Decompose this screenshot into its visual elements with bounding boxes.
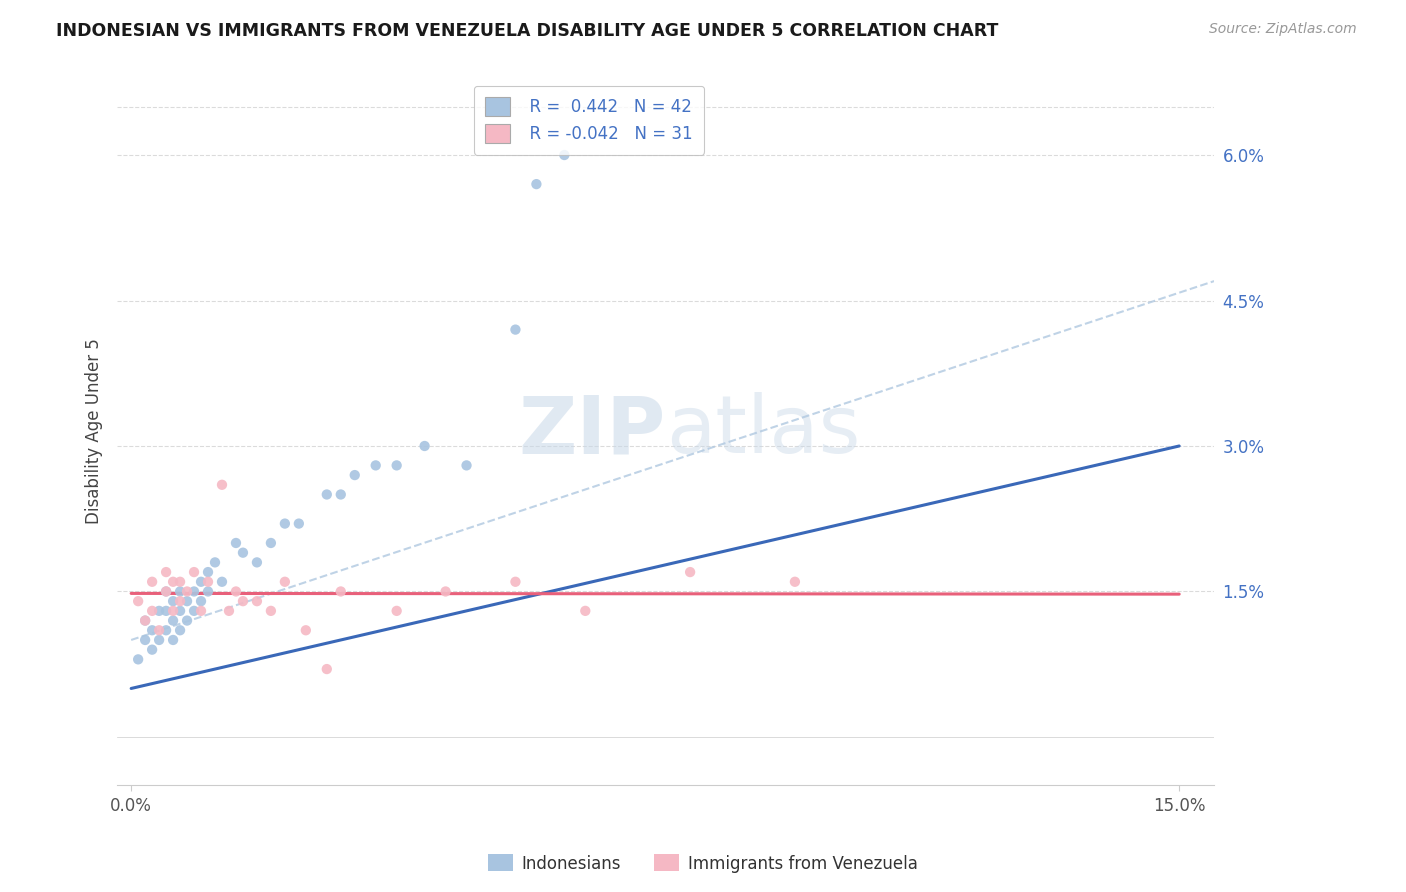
Point — [134, 632, 156, 647]
Point — [141, 604, 163, 618]
Text: ZIP: ZIP — [519, 392, 665, 470]
Point — [155, 604, 177, 618]
Point — [190, 574, 212, 589]
Point — [162, 604, 184, 618]
Point — [162, 614, 184, 628]
Point — [176, 584, 198, 599]
Point — [232, 594, 254, 608]
Point — [169, 624, 191, 638]
Point — [155, 624, 177, 638]
Legend:   R =  0.442   N = 42,   R = -0.042   N = 31: R = 0.442 N = 42, R = -0.042 N = 31 — [474, 86, 704, 155]
Point — [169, 574, 191, 589]
Point — [155, 584, 177, 599]
Point — [783, 574, 806, 589]
Point — [315, 662, 337, 676]
Point — [176, 614, 198, 628]
Point — [141, 642, 163, 657]
Point — [183, 565, 205, 579]
Point — [574, 604, 596, 618]
Point — [183, 584, 205, 599]
Point — [225, 584, 247, 599]
Point — [505, 323, 527, 337]
Point — [134, 614, 156, 628]
Point — [155, 584, 177, 599]
Point — [162, 574, 184, 589]
Point — [148, 604, 170, 618]
Point — [679, 565, 702, 579]
Point — [134, 614, 156, 628]
Text: Source: ZipAtlas.com: Source: ZipAtlas.com — [1209, 22, 1357, 37]
Point — [197, 565, 219, 579]
Point — [434, 584, 457, 599]
Point — [260, 536, 283, 550]
Point — [315, 487, 337, 501]
Text: INDONESIAN VS IMMIGRANTS FROM VENEZUELA DISABILITY AGE UNDER 5 CORRELATION CHART: INDONESIAN VS IMMIGRANTS FROM VENEZUELA … — [56, 22, 998, 40]
Point — [526, 177, 548, 191]
Point — [169, 584, 191, 599]
Point — [246, 594, 269, 608]
Point — [183, 604, 205, 618]
Point — [456, 458, 478, 473]
Point — [162, 594, 184, 608]
Point — [225, 536, 247, 550]
Point — [274, 516, 297, 531]
Point — [343, 468, 366, 483]
Point — [288, 516, 311, 531]
Point — [385, 458, 408, 473]
Point — [176, 594, 198, 608]
Point — [141, 624, 163, 638]
Point — [162, 632, 184, 647]
Point — [148, 632, 170, 647]
Point — [553, 148, 575, 162]
Point — [329, 487, 352, 501]
Point — [190, 604, 212, 618]
Point — [232, 546, 254, 560]
Point — [246, 555, 269, 569]
Point — [505, 574, 527, 589]
Point — [218, 604, 240, 618]
Point — [211, 477, 233, 491]
Point — [190, 594, 212, 608]
Y-axis label: Disability Age Under 5: Disability Age Under 5 — [86, 338, 103, 524]
Point — [197, 584, 219, 599]
Point — [127, 652, 149, 666]
Point — [274, 574, 297, 589]
Point — [197, 574, 219, 589]
Point — [204, 555, 226, 569]
Point — [385, 604, 408, 618]
Legend: Indonesians, Immigrants from Venezuela: Indonesians, Immigrants from Venezuela — [482, 847, 924, 880]
Point — [295, 624, 318, 638]
Point — [127, 594, 149, 608]
Point — [329, 584, 352, 599]
Point — [148, 624, 170, 638]
Text: atlas: atlas — [665, 392, 860, 470]
Point — [364, 458, 387, 473]
Point — [169, 604, 191, 618]
Point — [260, 604, 283, 618]
Point — [413, 439, 436, 453]
Point — [155, 565, 177, 579]
Point — [169, 594, 191, 608]
Point — [211, 574, 233, 589]
Point — [141, 574, 163, 589]
